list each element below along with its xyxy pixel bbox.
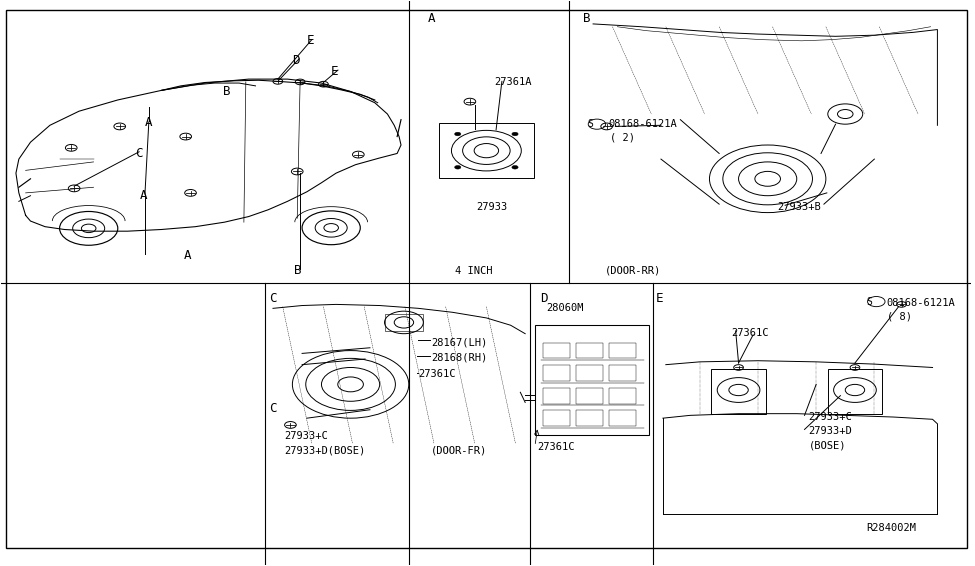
Text: 27933+C: 27933+C xyxy=(285,431,329,441)
Text: D: D xyxy=(540,292,547,305)
Text: 27361A: 27361A xyxy=(494,78,531,88)
Text: C: C xyxy=(269,401,277,414)
Text: 27933+D(BOSE): 27933+D(BOSE) xyxy=(285,446,366,456)
Text: (DOOR-FR): (DOOR-FR) xyxy=(431,446,488,456)
Circle shape xyxy=(512,132,518,136)
Text: 08168-6121A: 08168-6121A xyxy=(886,298,955,308)
Text: E: E xyxy=(332,65,338,78)
Text: ( 2): ( 2) xyxy=(609,132,635,143)
Text: C: C xyxy=(136,147,142,160)
Text: D: D xyxy=(292,54,300,67)
Text: 28060M: 28060M xyxy=(547,303,584,313)
Circle shape xyxy=(454,165,461,169)
Circle shape xyxy=(512,165,518,169)
Text: 27361C: 27361C xyxy=(537,443,574,452)
Circle shape xyxy=(454,132,461,136)
Text: 27361C: 27361C xyxy=(418,369,456,379)
Text: S: S xyxy=(587,119,593,129)
Text: E: E xyxy=(307,35,314,48)
Text: 28168(RH): 28168(RH) xyxy=(431,353,488,363)
Text: 27933+C: 27933+C xyxy=(808,412,852,422)
Text: (DOOR-RR): (DOOR-RR) xyxy=(604,265,661,276)
Text: 4 INCH: 4 INCH xyxy=(455,265,492,276)
Text: B: B xyxy=(583,12,591,25)
Text: 28167(LH): 28167(LH) xyxy=(431,337,488,347)
Text: (BOSE): (BOSE) xyxy=(808,440,846,450)
Text: 27361C: 27361C xyxy=(731,328,768,337)
Text: C: C xyxy=(269,292,277,305)
Text: B: B xyxy=(222,85,230,98)
Text: A: A xyxy=(140,189,147,202)
Text: B: B xyxy=(294,264,302,277)
Text: E: E xyxy=(656,292,664,305)
Text: R284002M: R284002M xyxy=(867,523,916,533)
Text: 27933+D: 27933+D xyxy=(808,426,852,436)
Text: 27933+B: 27933+B xyxy=(777,202,821,212)
Text: A: A xyxy=(428,12,436,25)
Text: 27933: 27933 xyxy=(477,202,508,212)
Text: A: A xyxy=(145,116,152,129)
Text: A: A xyxy=(183,250,191,263)
Text: ( 8): ( 8) xyxy=(887,312,912,322)
Text: S: S xyxy=(867,297,873,307)
Text: 08168-6121A: 08168-6121A xyxy=(608,119,678,129)
